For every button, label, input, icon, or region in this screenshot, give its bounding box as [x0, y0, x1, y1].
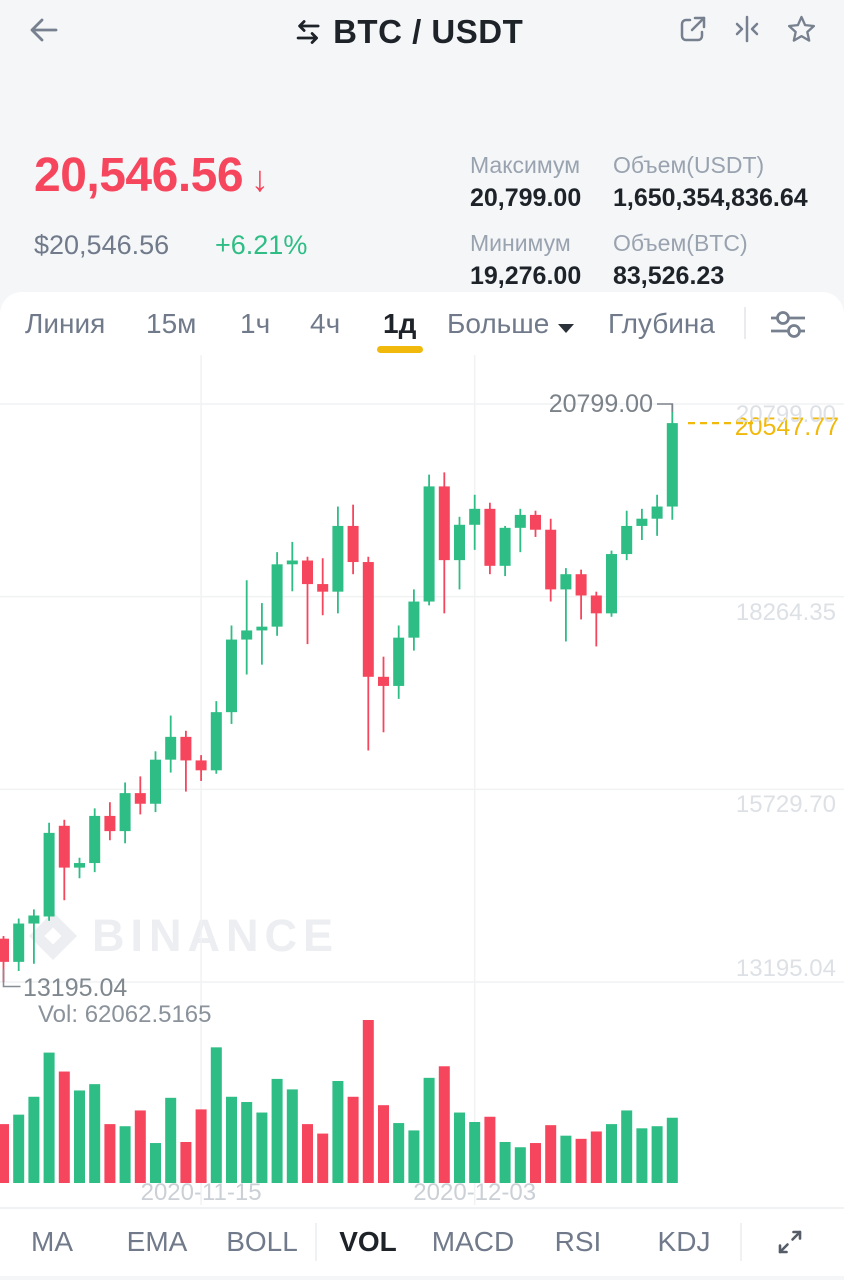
stat-high-label: Максимум [470, 152, 581, 178]
stat-low-label: Минимум [470, 230, 571, 256]
change-percent: +6.21% [215, 230, 308, 260]
indicator-ma[interactable]: MA [31, 1226, 73, 1257]
stat-vol-btc-label: Объем(BTC) [613, 230, 748, 256]
last-price: 20,546.56 ↓ [34, 149, 269, 202]
stat-vol-usdt-label: Объем(USDT) [613, 152, 765, 178]
price-down-arrow-icon: ↓ [251, 158, 269, 199]
tab-4h[interactable]: 4ч [310, 308, 341, 339]
stat-high-value: 20,799.00 [470, 184, 582, 212]
stat-vol-usdt-value: 1,650,354,836.64 [613, 184, 808, 212]
indicator-macd[interactable]: MACD [431, 1226, 515, 1257]
indicator-rsi[interactable]: RSI [554, 1226, 602, 1257]
tab-1h[interactable]: 1ч [240, 308, 271, 339]
interval-bar: Линия 15м 1ч 4ч 1д Больше Глубина [0, 292, 844, 355]
chevron-down-icon [558, 324, 575, 333]
indicator-kdj[interactable]: KDJ [657, 1226, 711, 1257]
divider [315, 1223, 317, 1261]
chart-card: Линия 15м 1ч 4ч 1д Больше Глубина 2020-1… [0, 292, 844, 1276]
page-title: BTC / USDT [333, 13, 524, 50]
share-icon[interactable] [677, 13, 709, 45]
header: BTC / USDT [0, 0, 844, 62]
binance-watermark: BINANCE [28, 910, 339, 962]
tab-1d[interactable]: 1д [383, 308, 417, 339]
divider [740, 1223, 742, 1261]
stat-vol-btc-value: 83,526.23 [613, 262, 725, 290]
tab-15m[interactable]: 15м [146, 308, 197, 339]
fullscreen-chart-icon[interactable] [774, 1226, 806, 1263]
swap-pair-icon[interactable] [293, 18, 323, 46]
stat-low-value: 19,276.00 [470, 262, 582, 290]
indicator-boll[interactable]: BOLL [226, 1226, 298, 1257]
indicator-vol[interactable]: VOL [339, 1226, 397, 1257]
tab-line[interactable]: Линия [25, 308, 106, 339]
indicator-bar: MA EMA BOLL VOL MACD RSI KDJ [0, 1207, 844, 1273]
tab-depth[interactable]: Глубина [608, 308, 715, 339]
landscape-mode-icon[interactable] [731, 13, 763, 45]
fiat-price: $20,546.56 [34, 230, 170, 260]
back-button[interactable] [26, 15, 60, 50]
divider [744, 307, 746, 339]
chart-settings-icon[interactable] [766, 307, 810, 341]
indicator-ema[interactable]: EMA [126, 1226, 188, 1257]
favorite-star-icon[interactable] [785, 13, 818, 45]
candlestick-chart[interactable] [0, 355, 844, 1207]
ticker-panel: 20,546.56 ↓ $20,546.56 +6.21% Максимум Об… [0, 62, 844, 292]
chart-area: 2020-11-15 2020-12-03 BINANCE 20799.00 20… [0, 355, 844, 1207]
tab-more[interactable]: Больше [447, 308, 575, 340]
